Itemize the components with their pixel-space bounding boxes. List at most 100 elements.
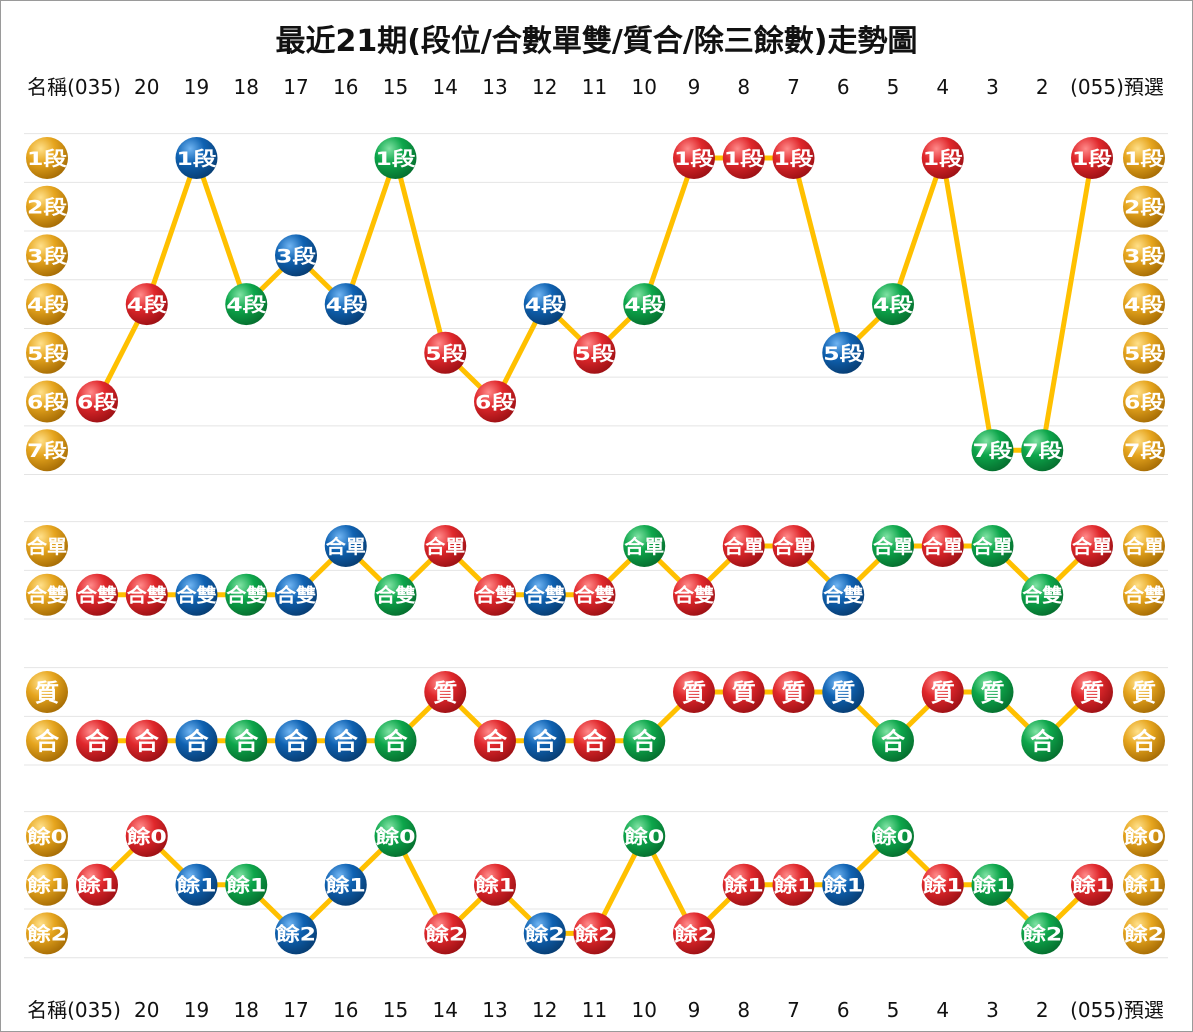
- prediction-ball-mod-three-circle: [1071, 863, 1113, 906]
- data-ball-sum-odd-even: 合單: [424, 525, 467, 567]
- legend-ball-right-segment: 2段: [1123, 185, 1165, 228]
- column-header-bottom: 2: [1036, 998, 1049, 1022]
- legend-ball-right-sum-odd-even-label: 合單: [1124, 535, 1164, 558]
- legend-ball-left-segment: 6段: [26, 380, 68, 423]
- data-ball-mod-three-label: 餘1: [77, 874, 117, 897]
- data-ball-segment-circle: [623, 283, 666, 326]
- legend-ball-right-mod-three: 餘2: [1123, 912, 1165, 955]
- prediction-ball-segment-label: 1段: [1072, 147, 1113, 170]
- data-ball-sum-odd-even: 合單: [772, 525, 815, 567]
- data-ball-sum-odd-even-label: 合雙: [475, 584, 515, 607]
- data-ball-mod-three-circle: [673, 912, 715, 955]
- data-ball-mod-three: 餘2: [424, 912, 467, 955]
- prediction-ball-segment-circle: [1071, 137, 1113, 179]
- legend-ball-right-segment-circle: [1123, 185, 1165, 228]
- data-ball-mod-three: 餘1: [722, 863, 765, 906]
- data-ball-segment-label: 7段: [973, 439, 1014, 462]
- data-ball-prime-composite: 合: [872, 719, 914, 762]
- data-ball-mod-three: 餘2: [573, 912, 616, 955]
- legend-ball-left-sum-odd-even-label: 合單: [27, 535, 67, 558]
- data-ball-sum-odd-even-label: 合雙: [226, 584, 266, 607]
- data-ball-mod-three-label: 餘1: [973, 874, 1013, 897]
- data-ball-sum-odd-even: 合單: [872, 525, 914, 567]
- data-ball-prime-composite-label: 合: [334, 728, 359, 756]
- column-header-bottom: 4: [936, 998, 949, 1022]
- data-ball-sum-odd-even-circle: [275, 573, 317, 616]
- data-ball-prime-composite-circle: [822, 671, 865, 713]
- legend-ball-left-segment-circle: [26, 185, 68, 228]
- data-ball-mod-three-circle: [76, 863, 118, 906]
- legend-ball-right-mod-three-circle: [1123, 815, 1165, 857]
- data-ball-prime-composite-label: 合: [483, 728, 508, 756]
- data-ball-mod-three-circle: [573, 912, 616, 955]
- data-ball-segment-circle: [673, 137, 715, 179]
- column-header-top: 4: [936, 75, 949, 99]
- column-header-bottom: 9: [688, 998, 701, 1022]
- column-header-top: 9: [688, 75, 701, 99]
- data-ball-segment: 4段: [125, 283, 168, 326]
- data-ball-prime-composite-label: 合: [1030, 728, 1055, 756]
- legend-ball-right-segment: 6段: [1123, 380, 1165, 423]
- data-ball-sum-odd-even: 合雙: [125, 573, 168, 616]
- data-ball-mod-three: 餘0: [872, 815, 914, 857]
- column-header-top: 3: [986, 75, 999, 99]
- data-ball-segment: 4段: [523, 283, 566, 326]
- column-header-bottom: 19: [184, 998, 209, 1022]
- legend-ball-right-prime-composite-label: 合: [1132, 728, 1157, 756]
- data-ball-segment: 5段: [822, 331, 864, 374]
- legend-ball-left-segment-circle: [26, 234, 68, 277]
- legend-ball-left-segment-label: 6段: [27, 391, 68, 414]
- data-ball-sum-odd-even-circle: [125, 573, 168, 616]
- data-ball-prime-composite-circle: [374, 719, 417, 762]
- legend-ball-left-mod-three-circle: [26, 912, 68, 955]
- data-ball-segment: 5段: [573, 331, 616, 374]
- data-ball-prime-composite-circle: [772, 671, 815, 713]
- legend-ball-right-sum-odd-even-label: 合雙: [1124, 584, 1164, 607]
- column-headers: 名稱(035) 20 19 18 17 16 15 14 13 12 11 10 9 8 7 6 5 4 3 2 (05…: [27, 75, 1164, 1022]
- data-ball-sum-odd-even-label: 合雙: [823, 584, 863, 607]
- legend-ball-right-segment: 7段: [1123, 429, 1165, 472]
- data-ball-sum-odd-even: 合單: [921, 525, 964, 567]
- grid-layer: [24, 133, 1168, 959]
- data-ball-segment: 1段: [772, 137, 815, 179]
- data-ball-segment: 4段: [225, 283, 267, 326]
- data-ball-segment: 1段: [673, 137, 715, 179]
- data-ball-mod-three: 餘1: [225, 863, 268, 906]
- data-ball-mod-three-circle: [921, 863, 964, 906]
- data-ball-mod-three-circle: [822, 863, 865, 906]
- data-ball-mod-three-circle: [275, 912, 317, 955]
- legend-ball-left-mod-three: 餘2: [26, 912, 68, 955]
- data-ball-segment: 5段: [424, 331, 466, 374]
- data-ball-segment-label: 1段: [376, 147, 417, 170]
- data-ball-sum-odd-even: 合雙: [673, 573, 715, 616]
- data-ball-prime-composite: 合: [523, 719, 566, 762]
- prediction-ball-prime-composite-label: 質: [1080, 679, 1104, 707]
- column-header-top: 15: [383, 75, 408, 99]
- data-ball-prime-composite: 合: [1021, 719, 1064, 762]
- column-header-bottom: 6: [837, 998, 850, 1022]
- data-ball-prime-composite-circle: [523, 719, 566, 762]
- column-header-top: 6: [837, 75, 850, 99]
- data-ball-mod-three: 餘0: [125, 815, 168, 857]
- data-ball-sum-odd-even: 合雙: [1021, 573, 1064, 616]
- data-ball-mod-three-label: 餘2: [276, 922, 316, 945]
- data-ball-segment-label: 4段: [624, 293, 665, 316]
- data-ball-prime-composite-circle: [573, 719, 616, 762]
- column-header-top: 5: [887, 75, 900, 99]
- legend-ball-left-prime-composite-circle: [26, 719, 68, 762]
- data-ball-sum-odd-even-circle: [822, 573, 865, 616]
- data-ball-mod-three-label: 餘2: [674, 922, 714, 945]
- corner-label-right-bottom: (055)預選: [1070, 998, 1164, 1022]
- legend-ball-left-prime-composite: 質: [26, 671, 68, 713]
- data-ball-segment: 3段: [275, 234, 317, 277]
- legend-ball-left-mod-three-label: 餘2: [27, 922, 67, 945]
- data-ball-sum-odd-even-circle: [623, 525, 666, 567]
- data-ball-prime-composite-circle: [623, 719, 666, 762]
- data-ball-prime-composite-label: 合: [533, 728, 558, 756]
- column-header-top: 20: [134, 75, 159, 99]
- data-ball-segment: 1段: [175, 137, 218, 179]
- data-ball-mod-three-circle: [474, 863, 516, 906]
- legend-ball-left-mod-three: 餘0: [26, 815, 68, 857]
- data-ball-prime-composite: 質: [822, 671, 865, 713]
- data-ball-mod-three-label: 餘2: [525, 922, 565, 945]
